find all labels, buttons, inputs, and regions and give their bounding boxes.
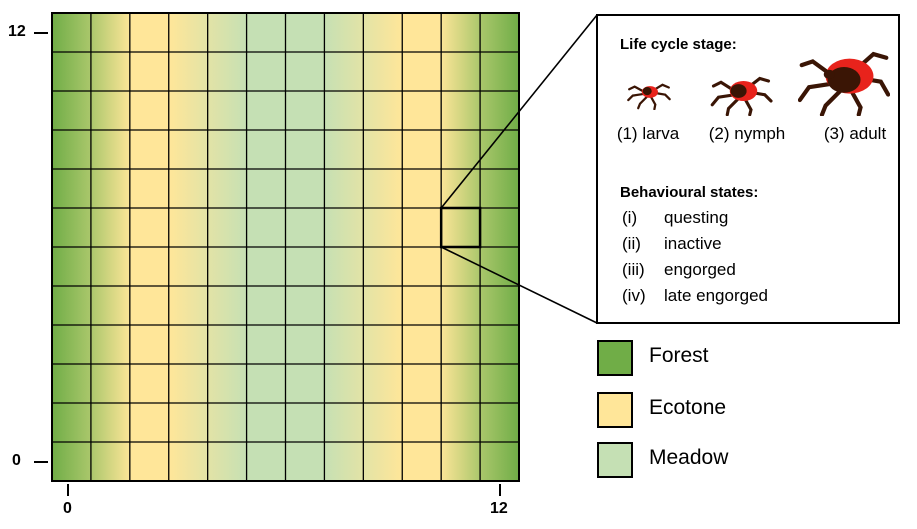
stage-label-nymph: (2) nymph xyxy=(708,124,786,143)
state-label: questing xyxy=(664,208,729,227)
state-code: (iii) xyxy=(622,260,645,279)
state-label: engorged xyxy=(664,260,736,279)
legend-label-ecotone: Ecotone xyxy=(649,396,727,419)
y-axis-label-bottom: 0 xyxy=(12,452,21,469)
legend-swatch-ecotone xyxy=(597,392,633,428)
state-row-late-engorged: (iv) late engorged xyxy=(622,286,768,306)
x-axis-label-left: 0 xyxy=(63,500,72,517)
legend-swatch-forest xyxy=(597,340,633,376)
state-row-questing: (i) questing xyxy=(622,208,728,228)
y-axis-label-top: 12 xyxy=(8,23,26,40)
legend-swatch-meadow xyxy=(597,442,633,478)
info-panel: Life cycle stage: (1) larva (2) nymph (3… xyxy=(596,14,900,324)
highlighted-cell xyxy=(439,206,482,249)
legend-item-ecotone: Ecotone xyxy=(597,392,897,430)
legend-label-meadow: Meadow xyxy=(649,446,729,469)
state-label: inactive xyxy=(664,234,722,253)
state-row-engorged: (iii) engorged xyxy=(622,260,736,280)
legend-label-forest: Forest xyxy=(649,344,709,367)
state-label: late engorged xyxy=(664,286,768,305)
larva-tick-icon xyxy=(627,83,671,110)
state-row-inactive: (ii) inactive xyxy=(622,234,722,254)
lifecycle-heading: Life cycle stage: xyxy=(620,36,737,53)
legend-item-meadow: Meadow xyxy=(597,442,897,480)
habitat-grid-border xyxy=(51,12,520,482)
adult-tick-icon xyxy=(798,51,890,116)
legend-item-forest: Forest xyxy=(597,340,897,378)
zoom-line-bottom xyxy=(440,246,598,324)
state-code: (i) xyxy=(622,208,638,227)
behaviour-heading: Behavioural states: xyxy=(620,184,759,201)
stage-label-larva: (1) larva xyxy=(616,124,680,143)
state-code: (ii) xyxy=(622,234,641,253)
x-axis-label-right: 12 xyxy=(490,500,508,517)
nymph-tick-icon xyxy=(710,76,773,116)
stage-label-adult: (3) adult xyxy=(823,124,887,143)
zoom-line-top xyxy=(440,14,598,209)
state-code: (iv) xyxy=(622,286,646,305)
